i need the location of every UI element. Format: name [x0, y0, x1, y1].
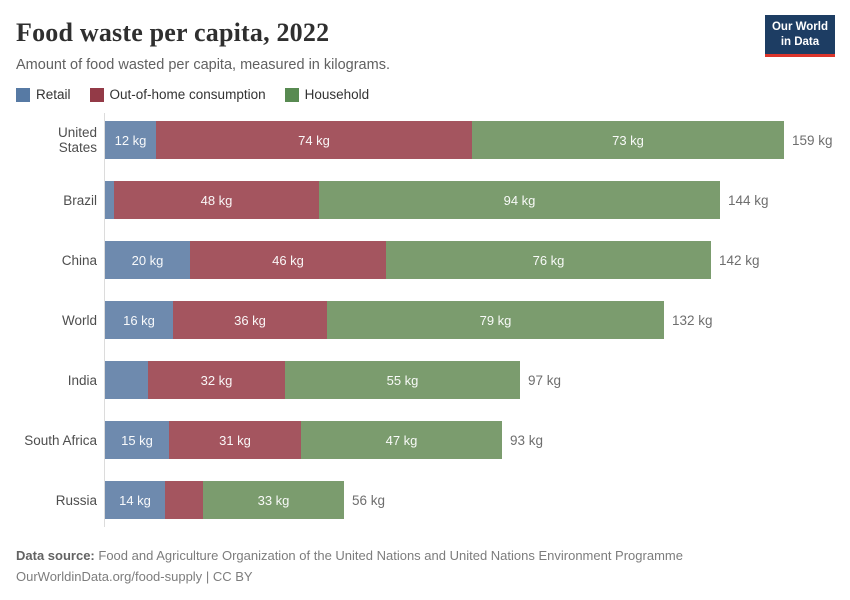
bar-segment-out-of-home-consumption[interactable]: 32 kg [148, 361, 285, 399]
legend-item-retail[interactable]: Retail [16, 87, 71, 102]
country-label: Brazil [63, 192, 97, 208]
legend-label: Retail [36, 87, 71, 102]
legend-label: Out-of-home consumption [109, 87, 266, 102]
footer-separator: | [205, 568, 210, 584]
legend: Retail Out-of-home consumption Household [16, 87, 834, 102]
total-label: 144 kg [728, 192, 769, 208]
chart-row-world: World 16 kg 36 kg 79 kg 132 kg [16, 290, 834, 350]
total-label: 132 kg [672, 312, 713, 328]
chart-row-south-africa: South Africa 15 kg 31 kg 47 kg 93 kg [16, 410, 834, 470]
total-label: 97 kg [528, 372, 562, 388]
bar-segment-household[interactable]: 79 kg [327, 301, 664, 339]
bar-value-label: 14 kg [119, 492, 151, 508]
country-label: India [67, 372, 97, 388]
bar-segment-out-of-home-consumption[interactable]: 46 kg [190, 241, 386, 279]
y-axis-line [104, 113, 105, 527]
bar-segment-out-of-home-consumption[interactable]: 31 kg [169, 421, 301, 459]
bar-value-label: 33 kg [257, 492, 290, 508]
total-label: 56 kg [352, 492, 386, 508]
bar-segment-out-of-home-consumption[interactable]: 74 kg [156, 121, 472, 159]
bar-segment-household[interactable]: 55 kg [285, 361, 520, 399]
chart-row-united-states: United States 12 kg 74 kg 73 kg 159 kg [16, 110, 834, 170]
bar-value-label: 12 kg [114, 132, 147, 148]
bar-value-label: 15 kg [121, 432, 153, 448]
bar-value-label: 31 kg [219, 432, 251, 448]
credit-line: OurWorldinData.org/food-supply | CC BY [16, 567, 834, 588]
bar-segment-retail[interactable]: 12 kg [105, 121, 156, 159]
bar-value-label: 32 kg [200, 372, 233, 388]
bar-value-label: 79 kg [479, 312, 512, 328]
bar-stack: 48 kg 94 kg [105, 181, 720, 219]
bar-value-label: 47 kg [385, 432, 418, 448]
footer-license: CC BY [212, 568, 253, 584]
bar-stack: 12 kg 74 kg 73 kg [105, 121, 784, 159]
bar-segment-out-of-home-consumption[interactable]: 36 kg [173, 301, 327, 339]
bar-value-label: 76 kg [532, 252, 565, 268]
country-label: World [61, 312, 97, 328]
data-source-line: Data source: Food and Agriculture Organi… [16, 546, 834, 567]
bar-segment-out-of-home-consumption[interactable]: 48 kg [114, 181, 319, 219]
bar-stack: 20 kg 46 kg 76 kg [105, 241, 711, 279]
owid-logo-line2: in Data [780, 36, 820, 49]
bar-segment-retail[interactable] [105, 181, 114, 219]
bar-value-label: 55 kg [386, 372, 419, 388]
bar-stack: 32 kg 55 kg [105, 361, 520, 399]
chart-subtitle: Amount of food wasted per capita, measur… [16, 57, 390, 73]
bar-segment-retail[interactable] [105, 361, 148, 399]
legend-item-household[interactable]: Household [284, 87, 370, 102]
chart-row-india: India 32 kg 55 kg 97 kg [16, 350, 834, 410]
bar-stack: 14 kg 33 kg [105, 481, 344, 519]
bar-value-label: 73 kg [612, 132, 644, 148]
bar-segment-retail[interactable]: 15 kg [105, 421, 169, 459]
total-label: 142 kg [719, 252, 760, 268]
bar-stack: 15 kg 31 kg 47 kg [105, 421, 502, 459]
bar-segment-household[interactable]: 76 kg [386, 241, 711, 279]
bar-segment-household[interactable]: 47 kg [301, 421, 502, 459]
bar-segment-household[interactable]: 33 kg [203, 481, 344, 519]
bar-segment-household[interactable]: 94 kg [319, 181, 720, 219]
country-label: Russia [55, 492, 97, 508]
legend-swatch-retail [16, 87, 30, 102]
bar-value-label: 94 kg [503, 192, 536, 208]
legend-swatch-out-of-home-consumption [89, 87, 104, 102]
total-label: 159 kg [792, 132, 833, 148]
bar-value-label: 20 kg [131, 252, 164, 268]
data-source-text: Food and Agriculture Organization of the… [98, 548, 683, 563]
chart-row-china: China 20 kg 46 kg 76 kg 142 kg [16, 230, 834, 290]
page-title: Food waste per capita, 2022 [16, 18, 330, 47]
chart-row-russia: Russia 14 kg 33 kg 56 kg [16, 470, 834, 530]
country-label: South Africa [24, 432, 97, 448]
bar-segment-retail[interactable]: 16 kg [105, 301, 173, 339]
bar-value-label: 36 kg [234, 312, 266, 328]
chart-row-brazil: Brazil 48 kg 94 kg 144 kg [16, 170, 834, 230]
footer-url[interactable]: OurWorldinData.org/food-supply [16, 568, 203, 584]
bar-segment-household[interactable]: 73 kg [472, 121, 784, 159]
legend-label: Household [304, 87, 370, 102]
bar-value-label: 16 kg [123, 312, 155, 328]
total-label: 93 kg [510, 432, 544, 448]
bar-value-label: 48 kg [200, 192, 233, 208]
owid-logo-line1: Our World [771, 21, 828, 33]
legend-swatch-household [284, 87, 299, 102]
footer: Data source: Food and Agriculture Organi… [16, 546, 834, 587]
bar-value-label: 46 kg [272, 252, 304, 268]
data-source-label: Data source: [16, 548, 95, 563]
legend-item-out-of-home-consumption[interactable]: Out-of-home consumption [89, 87, 266, 102]
bar-segment-retail[interactable]: 20 kg [105, 241, 190, 279]
owid-logo[interactable]: Our World in Data [764, 15, 835, 58]
stacked-bar-chart: United States 12 kg 74 kg 73 kg 159 kg Brazil… [16, 110, 834, 530]
country-label: China [61, 252, 97, 268]
bar-segment-out-of-home-consumption[interactable] [165, 481, 203, 519]
bar-stack: 16 kg 36 kg 79 kg [105, 301, 664, 339]
country-label: United States [57, 125, 97, 155]
bar-segment-retail[interactable]: 14 kg [105, 481, 165, 519]
bar-value-label: 74 kg [298, 132, 330, 148]
